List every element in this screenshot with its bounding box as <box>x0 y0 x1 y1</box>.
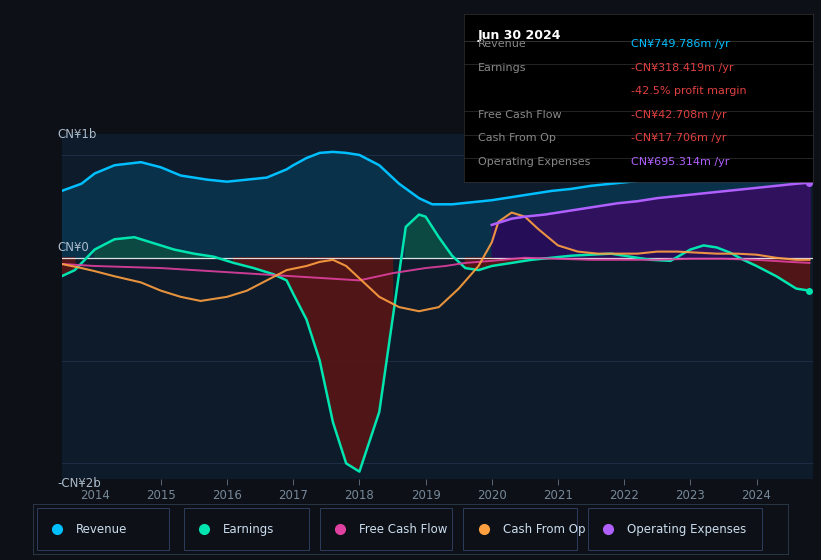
Text: -CN¥2b: -CN¥2b <box>57 477 102 490</box>
Text: Earnings: Earnings <box>223 522 274 536</box>
Text: Earnings: Earnings <box>478 63 526 73</box>
Text: Cash From Op: Cash From Op <box>478 133 556 143</box>
Text: Revenue: Revenue <box>76 522 127 536</box>
Text: Jun 30 2024: Jun 30 2024 <box>478 29 562 42</box>
Text: Cash From Op: Cash From Op <box>502 522 585 536</box>
Text: -CN¥42.708m /yr: -CN¥42.708m /yr <box>631 110 727 120</box>
Text: Operating Expenses: Operating Expenses <box>627 522 746 536</box>
Text: CN¥749.786m /yr: CN¥749.786m /yr <box>631 39 730 49</box>
Text: -42.5% profit margin: -42.5% profit margin <box>631 86 747 96</box>
Text: Operating Expenses: Operating Expenses <box>478 157 590 167</box>
Text: CN¥0: CN¥0 <box>57 241 89 254</box>
Text: Free Cash Flow: Free Cash Flow <box>359 522 447 536</box>
Text: Revenue: Revenue <box>478 39 526 49</box>
Text: -CN¥17.706m /yr: -CN¥17.706m /yr <box>631 133 727 143</box>
Text: CN¥695.314m /yr: CN¥695.314m /yr <box>631 157 730 167</box>
Text: CN¥1b: CN¥1b <box>57 128 97 141</box>
Text: Free Cash Flow: Free Cash Flow <box>478 110 562 120</box>
Text: -CN¥318.419m /yr: -CN¥318.419m /yr <box>631 63 734 73</box>
